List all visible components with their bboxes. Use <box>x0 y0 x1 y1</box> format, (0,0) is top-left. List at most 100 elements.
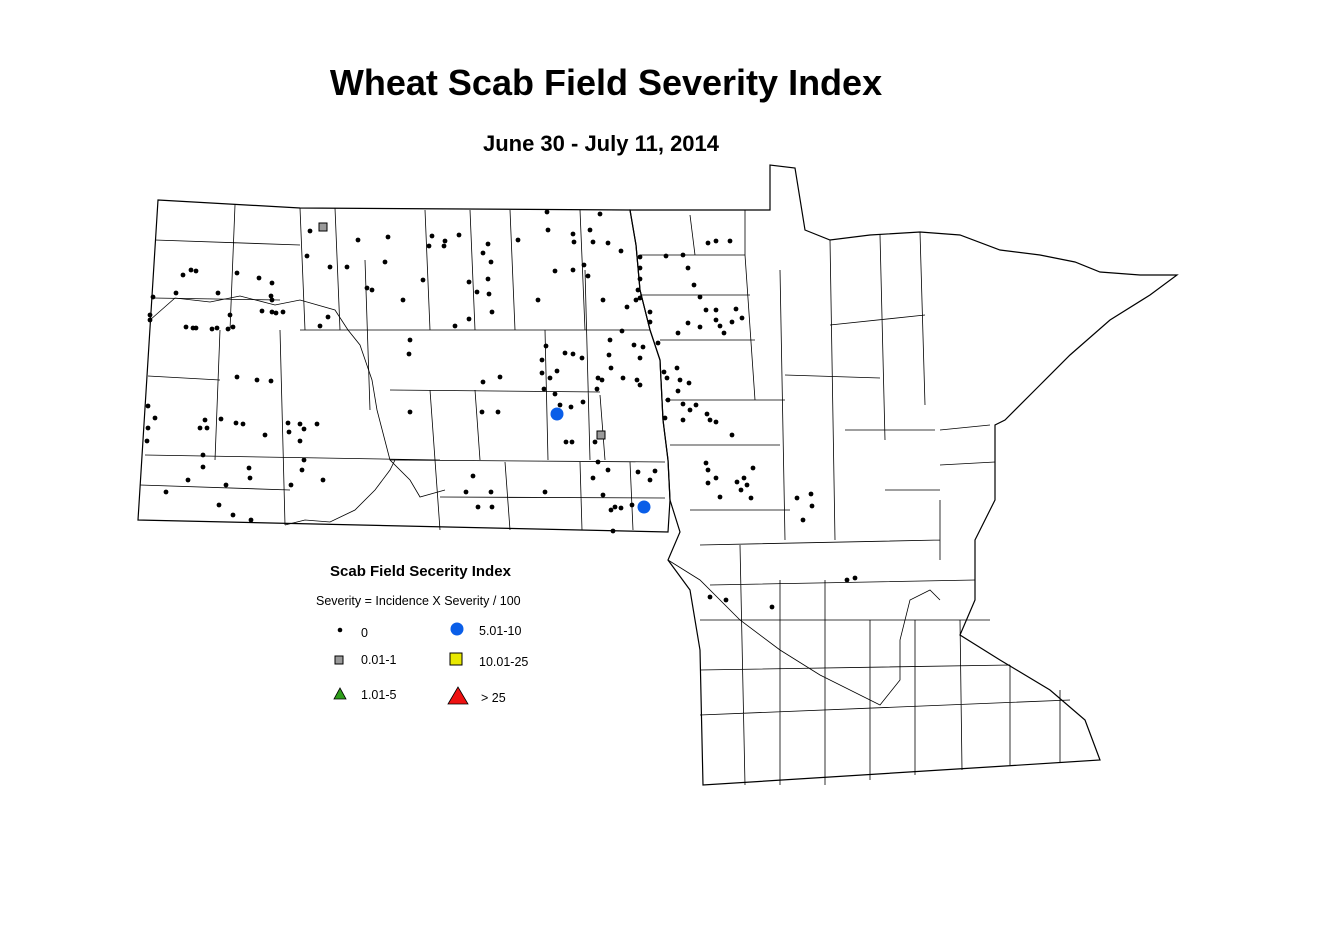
point-severity-0 <box>800 517 806 523</box>
point-severity-0 <box>713 475 719 481</box>
point-severity-0 <box>595 459 601 465</box>
point-severity-0 <box>234 374 240 380</box>
point-severity-0 <box>721 330 727 336</box>
legend-symbol-5.01-10 <box>450 622 464 636</box>
point-severity-0 <box>634 377 640 383</box>
point-severity-0 <box>382 259 388 265</box>
point-severity-0 <box>552 268 558 274</box>
point-severity-0 <box>268 293 274 299</box>
point-severity-0 <box>273 310 279 316</box>
point-severity-0 <box>647 319 653 325</box>
point-severity-0 <box>355 237 361 243</box>
point-severity-0 <box>225 326 231 332</box>
point-severity-0 <box>704 411 710 417</box>
point-severity-0 <box>571 239 577 245</box>
point-severity-0 <box>610 528 616 534</box>
point-severity-0 <box>595 375 601 381</box>
point-severity-0 <box>545 227 551 233</box>
point-severity-0 <box>426 243 432 249</box>
point-severity-0 <box>344 264 350 270</box>
minnesota-outline <box>629 164 1179 786</box>
point-severity-0 <box>470 473 476 479</box>
point-severity-0 <box>204 425 210 431</box>
point-severity-0 <box>647 477 653 483</box>
point-severity-0 <box>152 415 158 421</box>
point-severity-0 <box>606 352 612 358</box>
point-severity-0 <box>729 432 735 438</box>
point-severity-0 <box>713 238 719 244</box>
point-severity-0 <box>495 409 501 415</box>
point-severity-0 <box>605 240 611 246</box>
point-severity-0 <box>269 297 275 303</box>
point-severity-0 <box>579 355 585 361</box>
point-severity-0 <box>744 482 750 488</box>
point-severity-0 <box>717 494 723 500</box>
point-severity-0 <box>703 460 709 466</box>
point-severity-5.01-10 <box>637 500 651 514</box>
county-lines <box>139 204 1071 786</box>
point-severity-0 <box>665 397 671 403</box>
point-severity-0 <box>535 297 541 303</box>
point-severity-0 <box>486 291 492 297</box>
legend-label: 5.01-10 <box>479 624 522 638</box>
point-severity-0 <box>268 378 274 384</box>
point-severity-0 <box>299 467 305 473</box>
legend-formula: Severity = Incidence X Severity / 100 <box>316 594 521 608</box>
missouri-river <box>149 295 446 526</box>
point-severity-0 <box>663 253 669 259</box>
point-severity-0 <box>456 232 462 238</box>
point-severity-0 <box>570 231 576 237</box>
point-severity-0 <box>145 425 151 431</box>
point-severity-0 <box>600 297 606 303</box>
point-severity-0 <box>200 464 206 470</box>
legend-symbol-1.01-5 <box>333 687 347 700</box>
point-severity-0 <box>691 282 697 288</box>
legend-symbol-gt25 <box>447 686 469 705</box>
legend-symbol-0 <box>337 627 343 633</box>
point-severity-0 <box>407 409 413 415</box>
north-dakota-outline <box>137 199 671 533</box>
map-title: Wheat Scab Field Severity Index <box>329 62 883 103</box>
legend-label: 1.01-5 <box>361 688 397 702</box>
point-severity-0 <box>713 419 719 425</box>
point-severity-0 <box>637 382 643 388</box>
point-severity-0 <box>674 365 680 371</box>
point-severity-0 <box>406 351 412 357</box>
point-severity-0 <box>607 337 613 343</box>
point-severity-0 <box>544 209 550 215</box>
point-severity-0 <box>369 287 375 293</box>
point-severity-0 <box>552 391 558 397</box>
point-severity-0 <box>314 421 320 427</box>
legend-label: 10.01-25 <box>479 655 529 669</box>
point-severity-0 <box>633 297 639 303</box>
point-severity-0 <box>209 326 215 332</box>
point-severity-0 <box>707 594 713 600</box>
point-severity-0 <box>640 344 646 350</box>
point-severity-0 <box>723 597 729 603</box>
point-severity-0 <box>809 503 815 509</box>
minnesota-river <box>667 559 941 706</box>
point-severity-0 <box>618 505 624 511</box>
point-severity-0 <box>147 312 153 318</box>
point-severity-0 <box>542 489 548 495</box>
point-severity-0 <box>677 377 683 383</box>
point-severity-0 <box>240 421 246 427</box>
point-severity-0 <box>441 243 447 249</box>
point-severity-0 <box>197 425 203 431</box>
legend-label: 0.01-1 <box>361 653 397 667</box>
point-severity-0 <box>202 417 208 423</box>
point-severity-0 <box>180 272 186 278</box>
point-severity-0 <box>569 439 575 445</box>
point-severity-0 <box>297 421 303 427</box>
point-severity-0 <box>515 237 521 243</box>
point-severity-0 <box>557 402 563 408</box>
point-severity-0 <box>188 267 194 273</box>
point-severity-0 <box>547 375 553 381</box>
point-severity-0 <box>662 415 668 421</box>
point-severity-0 <box>480 250 486 256</box>
point-severity-0 <box>680 401 686 407</box>
point-severity-0 <box>592 439 598 445</box>
point-severity-0 <box>400 297 406 303</box>
point-severity-0 <box>568 404 574 410</box>
point-severity-0 <box>652 468 658 474</box>
